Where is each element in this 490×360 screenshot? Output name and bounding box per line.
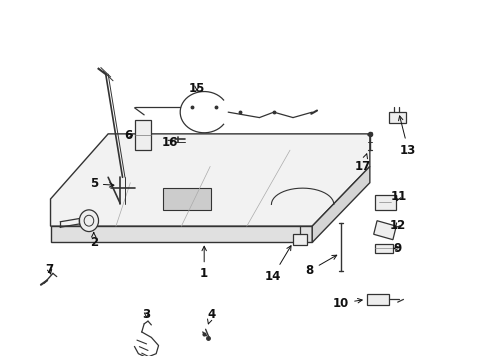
Circle shape: [79, 210, 98, 231]
Text: 14: 14: [265, 246, 291, 283]
Polygon shape: [368, 294, 389, 305]
Text: 12: 12: [390, 219, 406, 231]
Polygon shape: [389, 112, 406, 123]
Polygon shape: [163, 188, 211, 210]
Polygon shape: [135, 120, 151, 150]
Text: 7: 7: [46, 263, 53, 276]
Text: 9: 9: [393, 242, 402, 255]
Text: 8: 8: [306, 255, 337, 277]
Polygon shape: [50, 134, 370, 226]
Polygon shape: [375, 195, 396, 210]
Text: 6: 6: [124, 129, 133, 142]
Text: 5: 5: [90, 177, 114, 190]
Text: 10: 10: [333, 297, 362, 310]
Text: 11: 11: [391, 190, 407, 203]
Text: 2: 2: [90, 233, 98, 249]
Polygon shape: [312, 166, 370, 242]
Polygon shape: [50, 226, 312, 242]
Text: 4: 4: [207, 307, 216, 324]
Text: 13: 13: [398, 116, 416, 157]
Text: 16: 16: [161, 135, 178, 149]
Text: 1: 1: [200, 246, 208, 280]
Text: 15: 15: [189, 82, 205, 95]
Text: 3: 3: [143, 307, 150, 320]
Text: 17: 17: [355, 154, 371, 173]
Polygon shape: [293, 234, 307, 245]
Polygon shape: [374, 221, 396, 240]
Polygon shape: [375, 243, 393, 253]
